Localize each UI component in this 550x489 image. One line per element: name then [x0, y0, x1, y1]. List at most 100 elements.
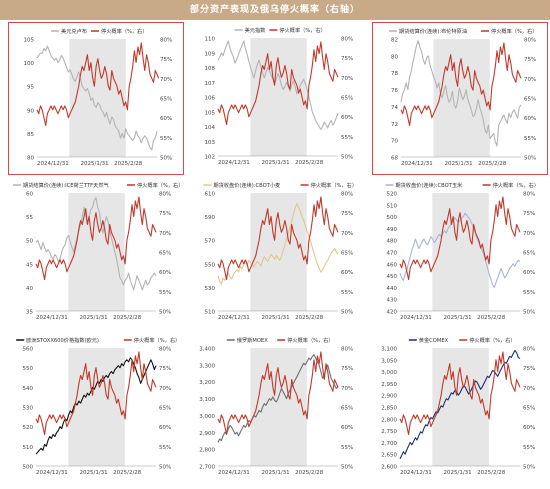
- shaded-period: [250, 193, 307, 311]
- right-tick-label: 80%: [341, 347, 353, 353]
- right-tick-label: 70%: [523, 386, 535, 392]
- left-tick-label: 510: [387, 203, 398, 209]
- right-tick-label: 60%: [341, 270, 353, 276]
- right-tick-label: 65%: [523, 251, 535, 257]
- legend-label: 停火概率（%，右）: [279, 26, 325, 34]
- asset-series-line: [400, 40, 522, 147]
- right-tick-label: 60%: [523, 425, 535, 431]
- ceasefire-series-line: [36, 42, 160, 127]
- chart-panel-1: 105 100 95 90 85 80 80% 75% 70% 65% 60% 55% 50% 2024/…: [8, 22, 184, 175]
- left-tick-label: 35: [26, 310, 33, 316]
- ceasefire-series-line: [399, 196, 521, 281]
- right-tick-label: 50%: [341, 465, 353, 471]
- left-tick-label: 95: [27, 85, 34, 91]
- left-tick-label: 470: [387, 251, 398, 257]
- chart-legend: 期货收盘价(连续):CBOT小麦 停火概率（%，右）: [203, 181, 357, 189]
- right-tick-label: 80%: [159, 192, 171, 198]
- chart-panel-6: 520 510 500 490 480 470 460 450 440 430 420 80% 75% 7…: [372, 177, 548, 330]
- left-tick-label: 520: [387, 192, 398, 198]
- left-tick-label: 100: [24, 61, 35, 67]
- legend-label: 停火概率（%，右）: [287, 336, 333, 344]
- right-tick-label: 55%: [523, 290, 535, 296]
- left-tick-label: 2,750: [381, 429, 397, 435]
- right-tick-label: 80%: [159, 347, 171, 353]
- asset-series-line: [35, 357, 157, 455]
- left-tick-label: 3,300: [199, 363, 215, 369]
- right-tick-label: 65%: [159, 251, 171, 257]
- left-tick-label: 2,650: [381, 453, 397, 459]
- left-tick-label: 70: [391, 139, 398, 145]
- left-tick-label: 2,900: [381, 394, 397, 400]
- chart-svg-9: 3,100 3,050 3,000 2,950 2,900 2,850 2,800 2,750…: [381, 336, 535, 476]
- left-tick-label: 3,000: [381, 370, 397, 376]
- header-bar: [0, 0, 550, 20]
- right-tick-label: 75%: [523, 366, 535, 372]
- right-tick-label: 70%: [341, 386, 353, 392]
- chart-legend: 俄罗斯MOEX 停火概率（%，右）: [226, 336, 334, 344]
- left-tick-label: 510: [205, 310, 216, 316]
- right-tick-label: 70%: [524, 77, 536, 83]
- shaded-period: [68, 348, 125, 466]
- right-tick-label: 55%: [524, 136, 536, 142]
- left-tick-label: 3,200: [199, 380, 215, 386]
- shaded-period: [250, 348, 307, 466]
- right-tick-label: 65%: [341, 251, 353, 257]
- left-tick-label: 108: [205, 66, 216, 72]
- left-tick-label: 55: [26, 215, 33, 221]
- right-tick-label: 65%: [160, 97, 172, 103]
- chart-svg-6: 520 510 500 490 480 470 460 450 440 430 420 80% 75% 7…: [385, 181, 539, 321]
- legend-label: 期货结算价(连续):ICE荷兰TTF天然气: [23, 181, 109, 189]
- right-tick-label: 55%: [159, 445, 171, 451]
- left-tick-label: 85: [27, 132, 34, 138]
- x-tick-label: 2025/2/28: [295, 315, 324, 321]
- ceasefire-series-line: [217, 196, 339, 281]
- left-tick-label: 500: [387, 215, 398, 221]
- right-tick-label: 80%: [523, 192, 535, 198]
- x-tick-label: 2025/1/31: [80, 161, 108, 167]
- x-tick-label: 2025/1/31: [261, 315, 289, 321]
- left-tick-label: 80: [27, 156, 34, 162]
- right-tick-label: 50%: [341, 155, 353, 161]
- left-tick-label: 440: [387, 286, 398, 292]
- x-tick-label: 2025/1/31: [443, 470, 471, 476]
- asset-series-line: [399, 349, 521, 460]
- ceasefire-series-line: [217, 351, 339, 436]
- left-tick-label: 105: [24, 38, 35, 44]
- left-tick-label: 2,950: [381, 382, 397, 388]
- x-tick-label: 2025/2/28: [477, 315, 506, 321]
- right-tick-label: 50%: [159, 310, 171, 316]
- left-tick-label: 590: [205, 215, 216, 221]
- right-tick-label: 75%: [159, 366, 171, 372]
- ceasefire-series-line: [35, 196, 157, 281]
- right-tick-label: 80%: [524, 38, 536, 44]
- right-tick-label: 70%: [341, 231, 353, 237]
- chart-legend: 期货结算价(连续):布伦特原油 停火概率（%，右）: [389, 27, 537, 35]
- x-tick-label: 2025/1/31: [79, 315, 107, 321]
- chart-legend: 黄金COMEX 停火概率（%，右）: [408, 336, 516, 344]
- x-tick-label: 2025/2/28: [113, 315, 142, 321]
- legend-label: 俄罗斯MOEX: [237, 336, 268, 344]
- left-tick-label: 510: [23, 445, 34, 451]
- chart-legend: 期货结算价(连续):ICE荷兰TTF天然气 停火概率（%，右）: [13, 181, 183, 189]
- legend-label: 停火概率（%，右）: [491, 27, 537, 35]
- legend-label: 美元指数: [245, 26, 267, 34]
- x-tick-label: 2024/12/31: [400, 315, 432, 321]
- right-tick-label: 50%: [524, 156, 536, 162]
- legend-label: 停火概率（%，右）: [137, 181, 183, 189]
- chart-svg-2: 110 109 108 107 106 105 104 103 102 80% 75% 70% 65% 6…: [205, 26, 354, 166]
- left-tick-label: 2,800: [381, 417, 397, 423]
- right-tick-label: 60%: [159, 270, 171, 276]
- left-tick-label: 82: [391, 38, 398, 44]
- right-tick-label: 65%: [524, 97, 536, 103]
- x-tick-label: 2025/2/28: [113, 470, 142, 476]
- left-tick-label: 3,050: [381, 358, 397, 364]
- chart-panel-4: 60 55 50 45 40 35 80% 75% 70% 65% 60% 55% 50% 2024/12…: [8, 177, 184, 330]
- right-tick-label: 70%: [159, 231, 171, 237]
- x-tick-label: 2024/12/31: [401, 161, 433, 167]
- asset-series-line: [217, 40, 339, 131]
- ceasefire-series-line: [399, 351, 521, 436]
- left-tick-label: 490: [387, 227, 398, 233]
- right-tick-label: 50%: [159, 465, 171, 471]
- legend-label: 停火概率（%，右）: [469, 336, 515, 344]
- left-tick-label: 3,100: [199, 397, 215, 403]
